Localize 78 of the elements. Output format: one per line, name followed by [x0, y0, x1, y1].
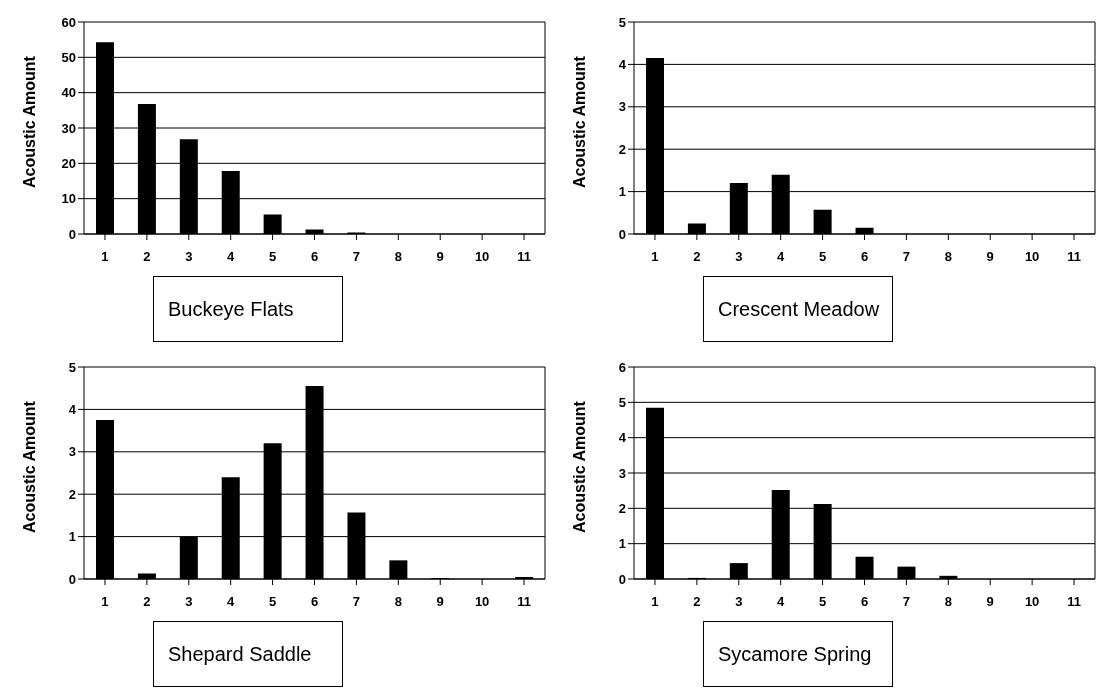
x-tick-label: 7: [352, 594, 361, 610]
y-tick-label: 0: [68, 226, 76, 242]
y-tick-label: 5: [68, 359, 76, 375]
x-tick-label: 4: [777, 249, 786, 265]
y-axis-title: Acoustic Amount: [20, 400, 38, 533]
y-axis-title: Acoustic Amount: [20, 55, 38, 188]
x-tick-label: 9: [436, 249, 444, 265]
x-tick-label: 3: [735, 249, 743, 265]
x-tick-label: 10: [1024, 249, 1040, 265]
x-tick-label: 6: [310, 594, 319, 610]
x-tick-label: 6: [860, 594, 869, 610]
x-tick-label: 5: [268, 594, 277, 610]
x-tick-label: 3: [185, 594, 193, 610]
y-tick-label: 2: [618, 500, 626, 516]
x-tick-label: 10: [474, 249, 490, 265]
x-tick-label: 2: [143, 594, 151, 610]
x-tick-label: 11: [517, 594, 531, 610]
x-tick-label: 1: [651, 249, 659, 265]
x-tick-label: 8: [394, 594, 402, 610]
y-tick-label: 5: [618, 14, 626, 30]
y-tick-label: 1: [618, 536, 626, 552]
x-tick-label: 4: [227, 249, 236, 265]
text: Shepard Saddle: [153, 621, 343, 687]
y-tick-label: 40: [61, 85, 76, 101]
y-tick-label: 3: [618, 465, 626, 481]
y-axis-title: Acoustic Amount: [570, 400, 588, 533]
x-tick-label: 7: [902, 249, 911, 265]
x-tick-label: 2: [693, 249, 701, 265]
x-tick-label: 7: [902, 594, 911, 610]
x-tick-label: 5: [818, 249, 827, 265]
x-tick-label: 1: [101, 594, 109, 610]
x-tick-label: 6: [860, 249, 869, 265]
x-tick-label: 1: [651, 594, 659, 610]
x-tick-label: 6: [310, 249, 319, 265]
y-tick-label: 1: [68, 529, 76, 545]
x-tick-label: 7: [352, 249, 361, 265]
x-tick-label: 8: [394, 249, 402, 265]
text: Crescent Meadow: [703, 276, 893, 342]
y-tick-label: 2: [68, 486, 76, 502]
x-tick-label: 5: [268, 249, 277, 265]
x-tick-label: 3: [735, 594, 743, 610]
y-tick-label: 1: [618, 184, 626, 200]
y-tick-label: 2: [618, 141, 626, 157]
y-tick-label: 5: [618, 394, 626, 410]
y-tick-label: 0: [68, 571, 76, 587]
x-tick-label: 11: [1067, 249, 1081, 265]
x-tick-label: 2: [693, 594, 701, 610]
y-tick-label: 60: [61, 14, 76, 30]
y-tick-label: 10: [61, 191, 76, 207]
x-tick-label: 9: [436, 594, 444, 610]
y-tick-label: 50: [61, 49, 76, 65]
y-tick-label: 0: [618, 571, 626, 587]
y-tick-label: 4: [618, 57, 627, 73]
x-tick-label: 10: [474, 594, 490, 610]
x-tick-label: 3: [185, 249, 193, 265]
x-tick-label: 2: [143, 249, 151, 265]
x-tick-label: 11: [517, 249, 531, 265]
x-tick-label: 5: [818, 594, 827, 610]
y-tick-label: 30: [61, 120, 76, 136]
y-tick-label: 6: [618, 359, 626, 375]
text: Buckeye Flats: [153, 276, 343, 342]
x-tick-label: 9: [986, 249, 994, 265]
x-tick-label: 8: [944, 594, 952, 610]
y-axis-title: Acoustic Amount: [570, 55, 588, 188]
x-tick-label: 9: [986, 594, 994, 610]
y-tick-label: 3: [68, 444, 76, 460]
x-tick-label: 8: [944, 249, 952, 265]
y-tick-label: 3: [618, 99, 626, 115]
text: Sycamore Spring: [703, 621, 893, 687]
x-tick-label: 4: [777, 594, 786, 610]
y-tick-label: 20: [61, 155, 76, 171]
x-tick-label: 11: [1067, 594, 1081, 610]
y-tick-label: 4: [618, 430, 627, 446]
x-tick-label: 4: [227, 594, 236, 610]
x-tick-label: 10: [1024, 594, 1040, 610]
y-tick-label: 4: [68, 402, 77, 418]
y-tick-label: 0: [618, 226, 626, 242]
x-tick-label: 1: [101, 249, 109, 265]
